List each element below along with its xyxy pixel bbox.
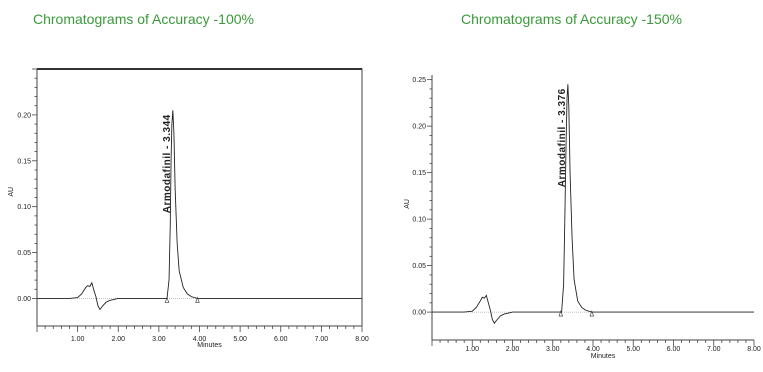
y-axis-title: AU <box>404 199 411 209</box>
chart-1: 1.00 2.00 3.00 4.00 5.00 6.00 7.00 8.00 Minutes 0… <box>8 68 369 349</box>
x-tick-label: 2.00 <box>111 336 125 343</box>
x-tick-label: 8.00 <box>355 336 369 343</box>
y-tick-label: 0.15 <box>412 170 426 177</box>
x-axis-title: Minutes <box>591 353 616 360</box>
y-tick-label: 0.20 <box>17 112 31 119</box>
integration-marker <box>195 296 200 303</box>
x-tick-label: 7.00 <box>315 336 329 343</box>
x-tick-label: 6.00 <box>667 346 681 353</box>
integration-marker <box>164 296 170 303</box>
y-tick-label: 0.15 <box>17 158 31 165</box>
x-axis-title: Minutes <box>197 342 222 349</box>
y-tick-label: 0.00 <box>17 296 31 303</box>
x-tick-label: 6.00 <box>274 336 288 343</box>
chart-2: 1.00 2.00 3.00 4.00 5.00 6.00 7.00 8.00 Minutes 0… <box>404 75 761 360</box>
x-tick-label: 3.00 <box>546 346 560 353</box>
y-tick-label: 0.10 <box>17 204 31 211</box>
chromatogram-trace <box>432 84 754 325</box>
x-tick-label: 4.00 <box>586 346 600 353</box>
y-tick-label: 0.05 <box>412 263 426 270</box>
integration-marker <box>558 310 564 317</box>
x-tick-label: 5.00 <box>233 336 247 343</box>
peak-annotation: Armodafinil - 3.344 <box>162 114 173 213</box>
integration-marker <box>589 310 595 317</box>
y-tick-label: 0.20 <box>412 124 426 131</box>
y-tick-label: 0.10 <box>412 217 426 224</box>
chromatogram-trace <box>37 110 362 311</box>
y-axis-title: AU <box>8 187 15 197</box>
x-tick-label: 8.00 <box>747 346 761 353</box>
x-tick-label: 2.00 <box>506 346 520 353</box>
y-tick-label: 0.25 <box>412 77 426 84</box>
x-tick-label: 7.00 <box>707 346 721 353</box>
x-tick-label: 4.00 <box>193 336 207 343</box>
x-tick-label: 3.00 <box>152 336 166 343</box>
x-tick-label: 1.00 <box>71 336 85 343</box>
chart-caption-right: Chromatograms of Accuracy -150% <box>461 11 682 27</box>
x-tick-label: 5.00 <box>626 346 640 353</box>
y-tick-label: 0.00 <box>412 310 426 317</box>
chart-caption-left: Chromatograms of Accuracy -100% <box>33 11 254 27</box>
y-tick-label: 0.05 <box>17 250 31 257</box>
peak-annotation: Armodafinil - 3.376 <box>557 88 568 187</box>
x-tick-label: 1.00 <box>465 346 479 353</box>
